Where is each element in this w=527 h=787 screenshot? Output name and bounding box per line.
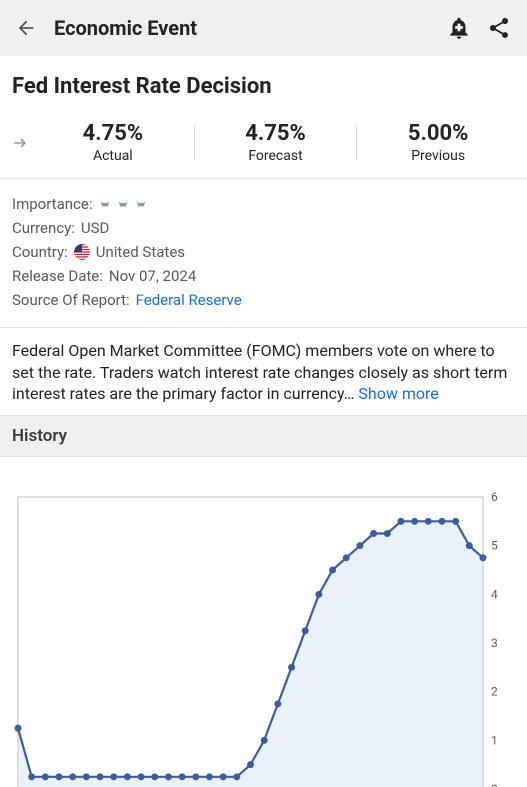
meta-country-value: United States xyxy=(96,243,185,261)
description-block: Federal Open Market Committee (FOMC) mem… xyxy=(0,328,527,415)
kpi-forecast-label: Forecast xyxy=(201,148,351,164)
svg-text:6: 6 xyxy=(491,491,498,504)
kpi-previous-value: 5.00% xyxy=(363,121,513,146)
kpi-actual: 4.75% Actual xyxy=(32,119,194,166)
svg-text:2: 2 xyxy=(491,684,498,698)
meta-currency: Currency: USD xyxy=(12,219,515,237)
importance-icons xyxy=(98,197,148,211)
meta-release: Release Date: Nov 07, 2024 xyxy=(12,267,515,285)
share-button[interactable] xyxy=(483,12,515,44)
bull-icon xyxy=(116,197,130,211)
meta-source-label: Source Of Report: xyxy=(12,291,130,309)
meta-importance-label: Importance: xyxy=(12,195,92,213)
svg-text:4: 4 xyxy=(491,587,498,601)
alerts-button[interactable] xyxy=(443,12,475,44)
meta-currency-value: USD xyxy=(81,219,109,237)
svg-text:3: 3 xyxy=(491,636,498,650)
header-title: Economic Event xyxy=(54,16,435,40)
kpi-previous-label: Previous xyxy=(363,148,513,164)
app-header: Economic Event xyxy=(0,0,527,56)
kpi-row: 4.75% Actual 4.75% Forecast 5.00% Previo… xyxy=(0,113,527,179)
meta-release-value: Nov 07, 2024 xyxy=(109,267,196,285)
meta-source: Source Of Report: Federal Reserve xyxy=(12,291,515,309)
page-title: Fed Interest Rate Decision xyxy=(0,56,527,113)
meta-source-link[interactable]: Federal Reserve xyxy=(136,291,242,309)
show-more-link[interactable]: Show more xyxy=(358,384,438,403)
svg-text:5: 5 xyxy=(491,538,498,552)
meta-currency-label: Currency: xyxy=(12,219,75,237)
bull-icon xyxy=(134,197,148,211)
kpi-previous: 5.00% Previous xyxy=(357,119,519,166)
trend-arrow-icon xyxy=(8,119,32,166)
meta-importance: Importance: xyxy=(12,195,515,213)
flag-us-icon xyxy=(74,244,90,260)
bell-add-icon xyxy=(446,15,472,41)
kpi-actual-label: Actual xyxy=(38,148,188,164)
back-button[interactable] xyxy=(12,14,40,42)
meta-block: Importance: Currency: USD Country: Unite… xyxy=(0,179,527,328)
kpi-forecast-value: 4.75% xyxy=(201,121,351,146)
meta-country: Country: United States xyxy=(12,243,515,261)
history-chart[interactable]: 01234562020202120222023 xyxy=(14,491,513,787)
kpi-actual-value: 4.75% xyxy=(38,121,188,146)
arrow-left-icon xyxy=(15,17,37,39)
meta-country-label: Country: xyxy=(12,243,68,261)
kpi-forecast: 4.75% Forecast xyxy=(195,119,357,166)
svg-text:0: 0 xyxy=(491,782,498,787)
bull-icon xyxy=(98,197,112,211)
meta-release-label: Release Date: xyxy=(12,267,103,285)
history-section-title: History xyxy=(0,415,527,457)
share-icon xyxy=(487,16,511,40)
history-chart-wrap: 01234562020202120222023 xyxy=(0,457,527,787)
svg-text:1: 1 xyxy=(491,733,498,747)
